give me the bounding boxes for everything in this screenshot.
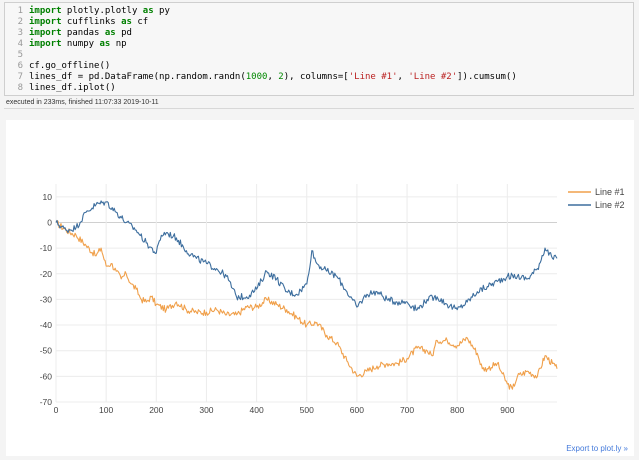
legend-label[interactable]: Line #2 (595, 200, 625, 210)
x-tick-label: 600 (350, 405, 364, 415)
series-line-1 (55, 220, 558, 390)
x-tick-label: 900 (500, 405, 514, 415)
code-token: numpy (61, 39, 100, 49)
code-token: ]).cumsum() (457, 72, 517, 82)
code-token: 1000 (245, 72, 268, 82)
line-chart[interactable]: 100-10-20-30-40-50-60-700 100 200 300 400 500… (6, 120, 634, 456)
code-token: as (104, 28, 116, 38)
code-token: np (110, 39, 127, 49)
code-token: , (267, 72, 279, 82)
line-number: 7 (17, 72, 23, 82)
x-tick-label: 800 (450, 405, 464, 415)
line-number: 5 (17, 50, 23, 60)
export-to-plotly-link[interactable]: Export to plot.ly » (566, 444, 628, 453)
x-tick-label: 500 (300, 405, 314, 415)
code-line: 4 import numpy as np (5, 39, 517, 50)
code-cell[interactable]: 1 import plotly.plotly as py 2 import cuffl… (4, 2, 634, 96)
code-token: pandas (61, 28, 105, 38)
y-tick-label: -70 (40, 397, 53, 407)
y-tick-label: -60 (40, 371, 53, 381)
code-token: 'Line #2' (408, 72, 458, 82)
code-token: lines_df = pd.DataFrame(np.random.randn( (29, 72, 246, 82)
code-token: pd (115, 28, 132, 38)
line-number: 2 (17, 17, 23, 27)
code-token: lines_df.iplot() (29, 83, 116, 93)
line-number: 3 (17, 28, 23, 38)
code-token: as (121, 17, 132, 27)
code-token: ), columns=[ (283, 72, 349, 82)
x-tick-label: 400 (250, 405, 264, 415)
x-tick-label: 0 (54, 405, 59, 415)
line-number: 8 (17, 83, 23, 93)
x-tick-label: 100 (99, 405, 113, 415)
code-line: 7 lines_df = pd.DataFrame(np.random.randn… (5, 72, 517, 83)
code-token: 'Line #1' (348, 72, 398, 82)
y-tick-label: -10 (40, 243, 53, 253)
code-token: as (99, 39, 111, 49)
execution-status: executed in 233ms, finished 11:07:33 201… (4, 97, 634, 109)
plot-output: 10 0 -10 -20 -30 -40 -50 -60 -70 0 100 200 300 400 500… (6, 120, 634, 456)
code-token: , (397, 72, 409, 82)
x-tick-label: 200 (149, 405, 163, 415)
y-tick-label: 10 (43, 192, 53, 202)
y-tick-label: -20 (40, 269, 53, 279)
code-line: 6 cf.go_offline() (5, 61, 517, 72)
series-line-2 (55, 200, 558, 312)
code-token: cufflinks (61, 17, 122, 27)
legend-label[interactable]: Line #1 (595, 187, 625, 197)
code-token: py (153, 6, 170, 16)
code-line: 8 lines_df.iplot() (5, 83, 517, 94)
code-token: import (29, 39, 62, 49)
code-line: 1 import plotly.plotly as py (5, 6, 517, 17)
code-token: import (29, 6, 62, 16)
x-tick-label: 300 (199, 405, 213, 415)
code-token: import (29, 17, 62, 27)
code-token: 2 (278, 72, 284, 82)
line-number: 4 (17, 39, 23, 49)
code-token: import (29, 28, 62, 38)
line-number: 6 (17, 61, 23, 71)
code-line: 3 import pandas as pd (5, 28, 517, 39)
code-line: 5 (5, 50, 517, 61)
y-tick-label: -30 (40, 294, 53, 304)
code-token: cf.go_offline() (29, 61, 111, 71)
code-line: 2 import cufflinks as cf (5, 17, 517, 28)
x-tick-label: 700 (400, 405, 414, 415)
code-editor[interactable]: 1 import plotly.plotly as py 2 import cuffl… (5, 6, 517, 94)
y-tick-label: -50 (40, 346, 53, 356)
code-token: as (142, 6, 154, 16)
code-token: cf (131, 17, 149, 27)
y-tick-label: -40 (40, 320, 53, 330)
y-tick-label: 0 (47, 217, 52, 227)
line-number: 1 (17, 6, 23, 16)
code-token: plotly.plotly (61, 6, 143, 16)
